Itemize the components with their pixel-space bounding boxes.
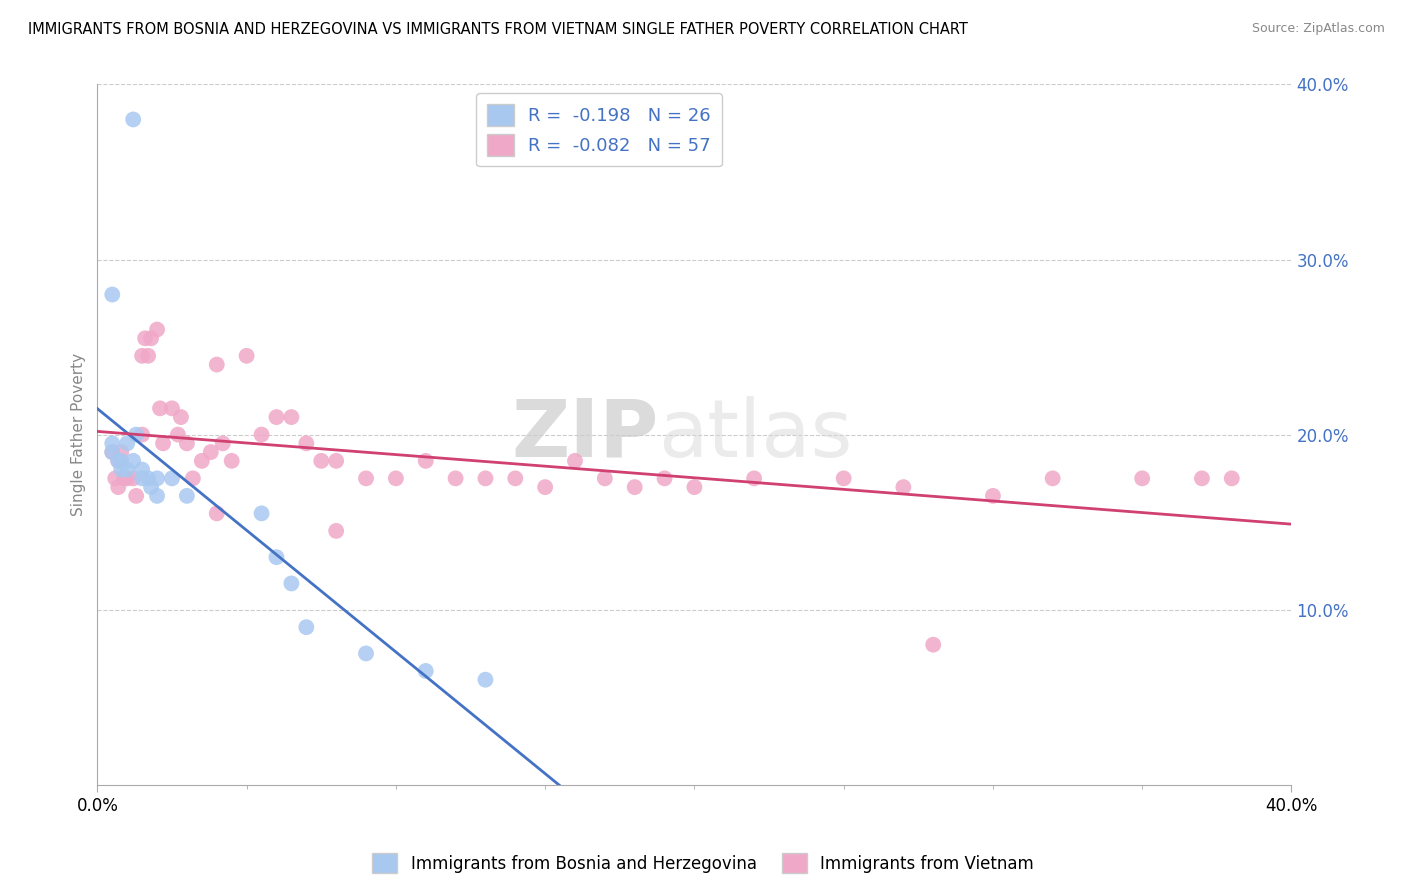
Point: [131, 462, 153, 476]
Point: [101, 445, 124, 459]
Point: [295, 436, 318, 450]
Point: [176, 489, 198, 503]
Point: [266, 550, 288, 565]
Point: [415, 454, 437, 468]
Point: [474, 471, 496, 485]
Point: [176, 436, 198, 450]
Point: [139, 331, 162, 345]
Point: [200, 445, 222, 459]
Legend: R =  -0.198   N = 26, R =  -0.082   N = 57: R = -0.198 N = 26, R = -0.082 N = 57: [477, 94, 721, 167]
Point: [125, 427, 148, 442]
Point: [160, 401, 183, 416]
Point: [115, 471, 138, 485]
Point: [146, 471, 169, 485]
Point: [354, 647, 377, 661]
Point: [295, 620, 318, 634]
Point: [104, 471, 127, 485]
Point: [309, 454, 332, 468]
Point: [683, 480, 706, 494]
Point: [1130, 471, 1153, 485]
Point: [115, 462, 138, 476]
Point: [110, 454, 132, 468]
Point: [122, 112, 145, 127]
Point: [742, 471, 765, 485]
Legend: Immigrants from Bosnia and Herzegovina, Immigrants from Vietnam: Immigrants from Bosnia and Herzegovina, …: [366, 847, 1040, 880]
Text: ZIP: ZIP: [512, 395, 658, 474]
Point: [160, 471, 183, 485]
Point: [146, 489, 169, 503]
Point: [136, 471, 159, 485]
Point: [280, 576, 302, 591]
Point: [101, 445, 124, 459]
Point: [107, 454, 129, 468]
Point: [131, 349, 153, 363]
Point: [122, 454, 145, 468]
Point: [654, 471, 676, 485]
Point: [146, 322, 169, 336]
Point: [167, 427, 190, 442]
Point: [107, 480, 129, 494]
Point: [131, 471, 153, 485]
Point: [149, 401, 172, 416]
Text: Source: ZipAtlas.com: Source: ZipAtlas.com: [1251, 22, 1385, 36]
Point: [115, 436, 138, 450]
Point: [112, 471, 135, 485]
Point: [534, 480, 557, 494]
Point: [110, 445, 132, 459]
Point: [325, 524, 347, 538]
Point: [191, 454, 214, 468]
Point: [503, 471, 526, 485]
Point: [474, 673, 496, 687]
Point: [623, 480, 645, 494]
Point: [134, 331, 156, 345]
Point: [125, 489, 148, 503]
Point: [922, 638, 945, 652]
Point: [280, 410, 302, 425]
Point: [170, 410, 193, 425]
Point: [131, 427, 153, 442]
Point: [110, 462, 132, 476]
Point: [181, 471, 204, 485]
Text: IMMIGRANTS FROM BOSNIA AND HERZEGOVINA VS IMMIGRANTS FROM VIETNAM SINGLE FATHER : IMMIGRANTS FROM BOSNIA AND HERZEGOVINA V…: [28, 22, 967, 37]
Point: [325, 454, 347, 468]
Point: [266, 410, 288, 425]
Point: [139, 480, 162, 494]
Point: [981, 489, 1004, 503]
Point: [1191, 471, 1213, 485]
Point: [221, 454, 243, 468]
Point: [211, 436, 233, 450]
Y-axis label: Single Father Poverty: Single Father Poverty: [72, 353, 86, 516]
Point: [354, 471, 377, 485]
Point: [136, 349, 159, 363]
Point: [235, 349, 257, 363]
Point: [101, 436, 124, 450]
Point: [564, 454, 586, 468]
Point: [101, 287, 124, 301]
Point: [250, 427, 273, 442]
Point: [444, 471, 467, 485]
Text: atlas: atlas: [658, 395, 853, 474]
Point: [205, 507, 228, 521]
Point: [832, 471, 855, 485]
Point: [415, 664, 437, 678]
Point: [250, 507, 273, 521]
Point: [385, 471, 408, 485]
Point: [1042, 471, 1064, 485]
Point: [107, 454, 129, 468]
Point: [122, 471, 145, 485]
Point: [152, 436, 174, 450]
Point: [593, 471, 616, 485]
Point: [1220, 471, 1243, 485]
Point: [205, 358, 228, 372]
Point: [893, 480, 915, 494]
